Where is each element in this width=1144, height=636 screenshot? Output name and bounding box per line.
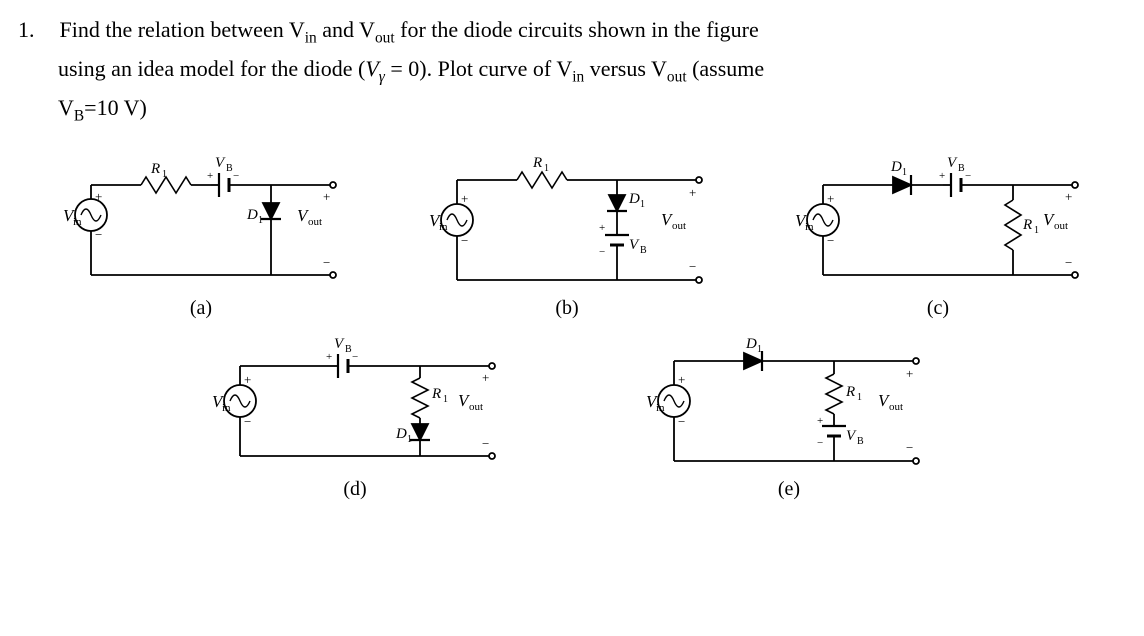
svg-text:D: D xyxy=(745,336,757,352)
vb-val: =10 V) xyxy=(84,95,147,120)
svg-text:V: V xyxy=(334,336,345,352)
svg-text:in: in xyxy=(439,221,448,233)
svg-text:1: 1 xyxy=(407,434,412,445)
svg-text:in: in xyxy=(805,221,814,233)
svg-text:B: B xyxy=(958,163,965,174)
svg-text:−: − xyxy=(678,414,685,429)
circuit-label-b: (b) xyxy=(555,297,578,320)
q-text: using an idea model for the diode ( xyxy=(58,56,365,81)
svg-text:+: + xyxy=(678,372,685,387)
svg-text:R: R xyxy=(532,155,542,171)
q-text: versus V xyxy=(584,56,667,81)
svg-text:+: + xyxy=(906,366,913,381)
svg-text:in: in xyxy=(656,402,665,414)
sub-out: out xyxy=(667,68,687,85)
q-text: for the diode circuits shown in the figu… xyxy=(395,17,759,42)
svg-text:out: out xyxy=(1054,220,1068,232)
q-text: and V xyxy=(317,17,375,42)
svg-text:1: 1 xyxy=(162,169,167,180)
svg-text:+: + xyxy=(817,415,823,427)
svg-text:R: R xyxy=(431,386,441,402)
circuit-a: Vin + − R1 VB + − D1 Vout + − (a) xyxy=(51,145,351,320)
svg-text:1: 1 xyxy=(902,167,907,178)
svg-text:−: − xyxy=(599,246,605,258)
svg-text:D: D xyxy=(628,191,640,207)
svg-text:1: 1 xyxy=(258,215,263,226)
q-text: Find the relation between V xyxy=(60,17,305,42)
svg-text:V: V xyxy=(215,155,226,171)
circuit-label-a: (a) xyxy=(190,297,212,320)
svg-text:V: V xyxy=(629,237,640,253)
svg-text:V: V xyxy=(947,155,958,171)
svg-text:−: − xyxy=(1065,255,1072,270)
svg-text:1: 1 xyxy=(443,394,448,405)
svg-text:in: in xyxy=(222,402,231,414)
svg-text:+: + xyxy=(244,372,251,387)
svg-text:−: − xyxy=(689,259,696,274)
svg-text:R: R xyxy=(1022,217,1032,233)
svg-text:+: + xyxy=(461,191,468,206)
svg-text:B: B xyxy=(226,163,233,174)
circuit-label-d: (d) xyxy=(343,478,366,501)
svg-text:out: out xyxy=(672,220,686,232)
q-text: (assume xyxy=(687,56,765,81)
svg-text:D: D xyxy=(246,207,258,223)
svg-text:−: − xyxy=(323,255,330,270)
svg-text:1: 1 xyxy=(640,199,645,210)
svg-text:+: + xyxy=(689,185,696,200)
svg-text:out: out xyxy=(469,401,483,413)
svg-text:−: − xyxy=(95,227,102,242)
svg-text:−: − xyxy=(461,233,468,248)
question-number: 1. xyxy=(18,12,54,47)
circuits-row-2: Vin + − VB + − R1 D1 Vout + − (d) xyxy=(58,326,1086,501)
svg-text:−: − xyxy=(233,170,239,182)
vb-b: B xyxy=(74,107,84,124)
svg-text:out: out xyxy=(889,401,903,413)
svg-text:+: + xyxy=(323,189,330,204)
svg-text:−: − xyxy=(244,414,251,429)
circuit-d: Vin + − VB + − R1 D1 Vout + − (d) xyxy=(200,326,510,501)
svg-text:−: − xyxy=(482,436,489,451)
svg-text:−: − xyxy=(817,437,823,449)
sub-out: out xyxy=(375,29,395,46)
sub-in: in xyxy=(305,29,317,46)
svg-text:+: + xyxy=(827,191,834,206)
svg-text:B: B xyxy=(640,245,647,256)
svg-text:−: − xyxy=(906,440,913,455)
svg-text:V: V xyxy=(846,428,857,444)
circuit-c: Vin + − D1 VB + − R1 Vout + − (c) xyxy=(783,145,1093,320)
circuit-e: Vin + − D1 R1 + VB − Vout + − (e) xyxy=(634,326,944,501)
vb-v: V xyxy=(58,95,74,120)
svg-text:+: + xyxy=(1065,189,1072,204)
vgamma-v: V xyxy=(365,56,378,81)
svg-text:1: 1 xyxy=(1034,225,1039,236)
svg-text:+: + xyxy=(482,370,489,385)
svg-text:1: 1 xyxy=(544,163,549,174)
circuit-label-e: (e) xyxy=(778,478,800,501)
svg-text:D: D xyxy=(395,426,407,442)
svg-text:1: 1 xyxy=(857,392,862,403)
circuit-label-c: (c) xyxy=(927,297,949,320)
question-text: 1. Find the relation between Vin and Vou… xyxy=(18,12,1126,129)
svg-text:in: in xyxy=(73,216,82,228)
svg-text:+: + xyxy=(207,170,213,182)
q-text: = 0). Plot curve of V xyxy=(385,56,572,81)
svg-text:−: − xyxy=(352,351,358,363)
svg-text:+: + xyxy=(326,351,332,363)
svg-text:B: B xyxy=(857,436,864,447)
sub-in: in xyxy=(572,68,584,85)
svg-text:R: R xyxy=(150,161,160,177)
svg-text:out: out xyxy=(308,216,322,228)
svg-text:1: 1 xyxy=(757,344,762,355)
svg-text:+: + xyxy=(95,189,102,204)
svg-text:D: D xyxy=(890,159,902,175)
svg-text:−: − xyxy=(827,233,834,248)
svg-text:−: − xyxy=(965,170,971,182)
svg-text:R: R xyxy=(845,384,855,400)
svg-text:B: B xyxy=(345,344,352,355)
circuit-b: Vin + − R1 D1 + VB − Vout + − (b) xyxy=(417,145,717,320)
svg-text:+: + xyxy=(599,222,605,234)
svg-text:+: + xyxy=(939,170,945,182)
circuits-row-1: Vin + − R1 VB + − D1 Vout + − (a) xyxy=(18,145,1126,320)
